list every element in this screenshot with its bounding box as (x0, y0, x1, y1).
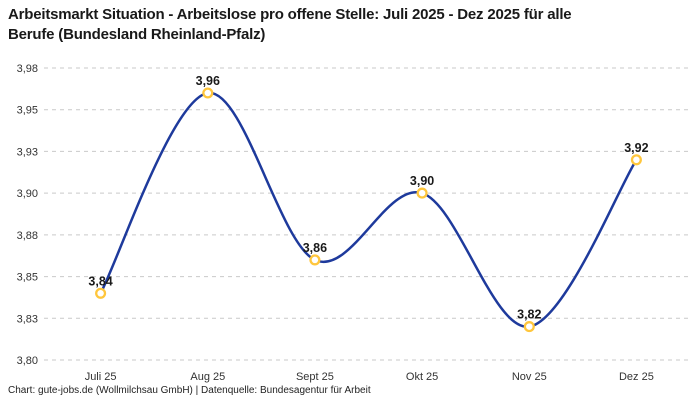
y-tick-label: 3,83 (17, 313, 38, 325)
y-tick-label: 3,98 (17, 63, 38, 75)
y-tick-label: 3,88 (17, 230, 38, 242)
data-point-label: 3,86 (303, 241, 327, 255)
y-tick-label: 3,95 (17, 105, 38, 117)
data-point-label: 3,96 (196, 74, 220, 88)
data-point-marker (416, 187, 428, 199)
page-title-line2: Berufe (Bundesland Rheinland-Pfalz) (8, 26, 266, 43)
data-point-marker (630, 154, 642, 166)
x-tick-label: Dez 25 (619, 371, 654, 383)
y-tick-label: 3,93 (17, 146, 38, 158)
data-point-marker (202, 87, 214, 99)
y-tick-label: 3,85 (17, 272, 38, 284)
y-tick-label: 3,80 (17, 355, 38, 367)
page-title: Arbeitsmarkt Situation - Arbeitslose pro… (8, 5, 688, 45)
x-tick-label: Okt 25 (406, 371, 438, 383)
y-tick-label: 3,90 (17, 188, 38, 200)
data-point-label: 3,90 (410, 174, 434, 188)
x-tick-label: Aug 25 (190, 371, 225, 383)
x-tick-label: Juli 25 (85, 371, 117, 383)
page-title-line1: Arbeitsmarkt Situation - Arbeitslose pro… (8, 6, 572, 23)
chart-credit: Chart: gute-jobs.de (Wollmilchsau GmbH) … (8, 385, 371, 396)
data-point-marker (523, 321, 535, 333)
data-point-marker (95, 287, 107, 299)
x-tick-label: Nov 25 (512, 371, 547, 383)
data-point-label: 3,92 (624, 141, 648, 155)
data-point-label: 3,82 (517, 308, 541, 322)
data-point-marker (309, 254, 321, 266)
data-point-label: 3,84 (88, 274, 112, 288)
x-tick-label: Sept 25 (296, 371, 334, 383)
data-line (99, 91, 638, 328)
